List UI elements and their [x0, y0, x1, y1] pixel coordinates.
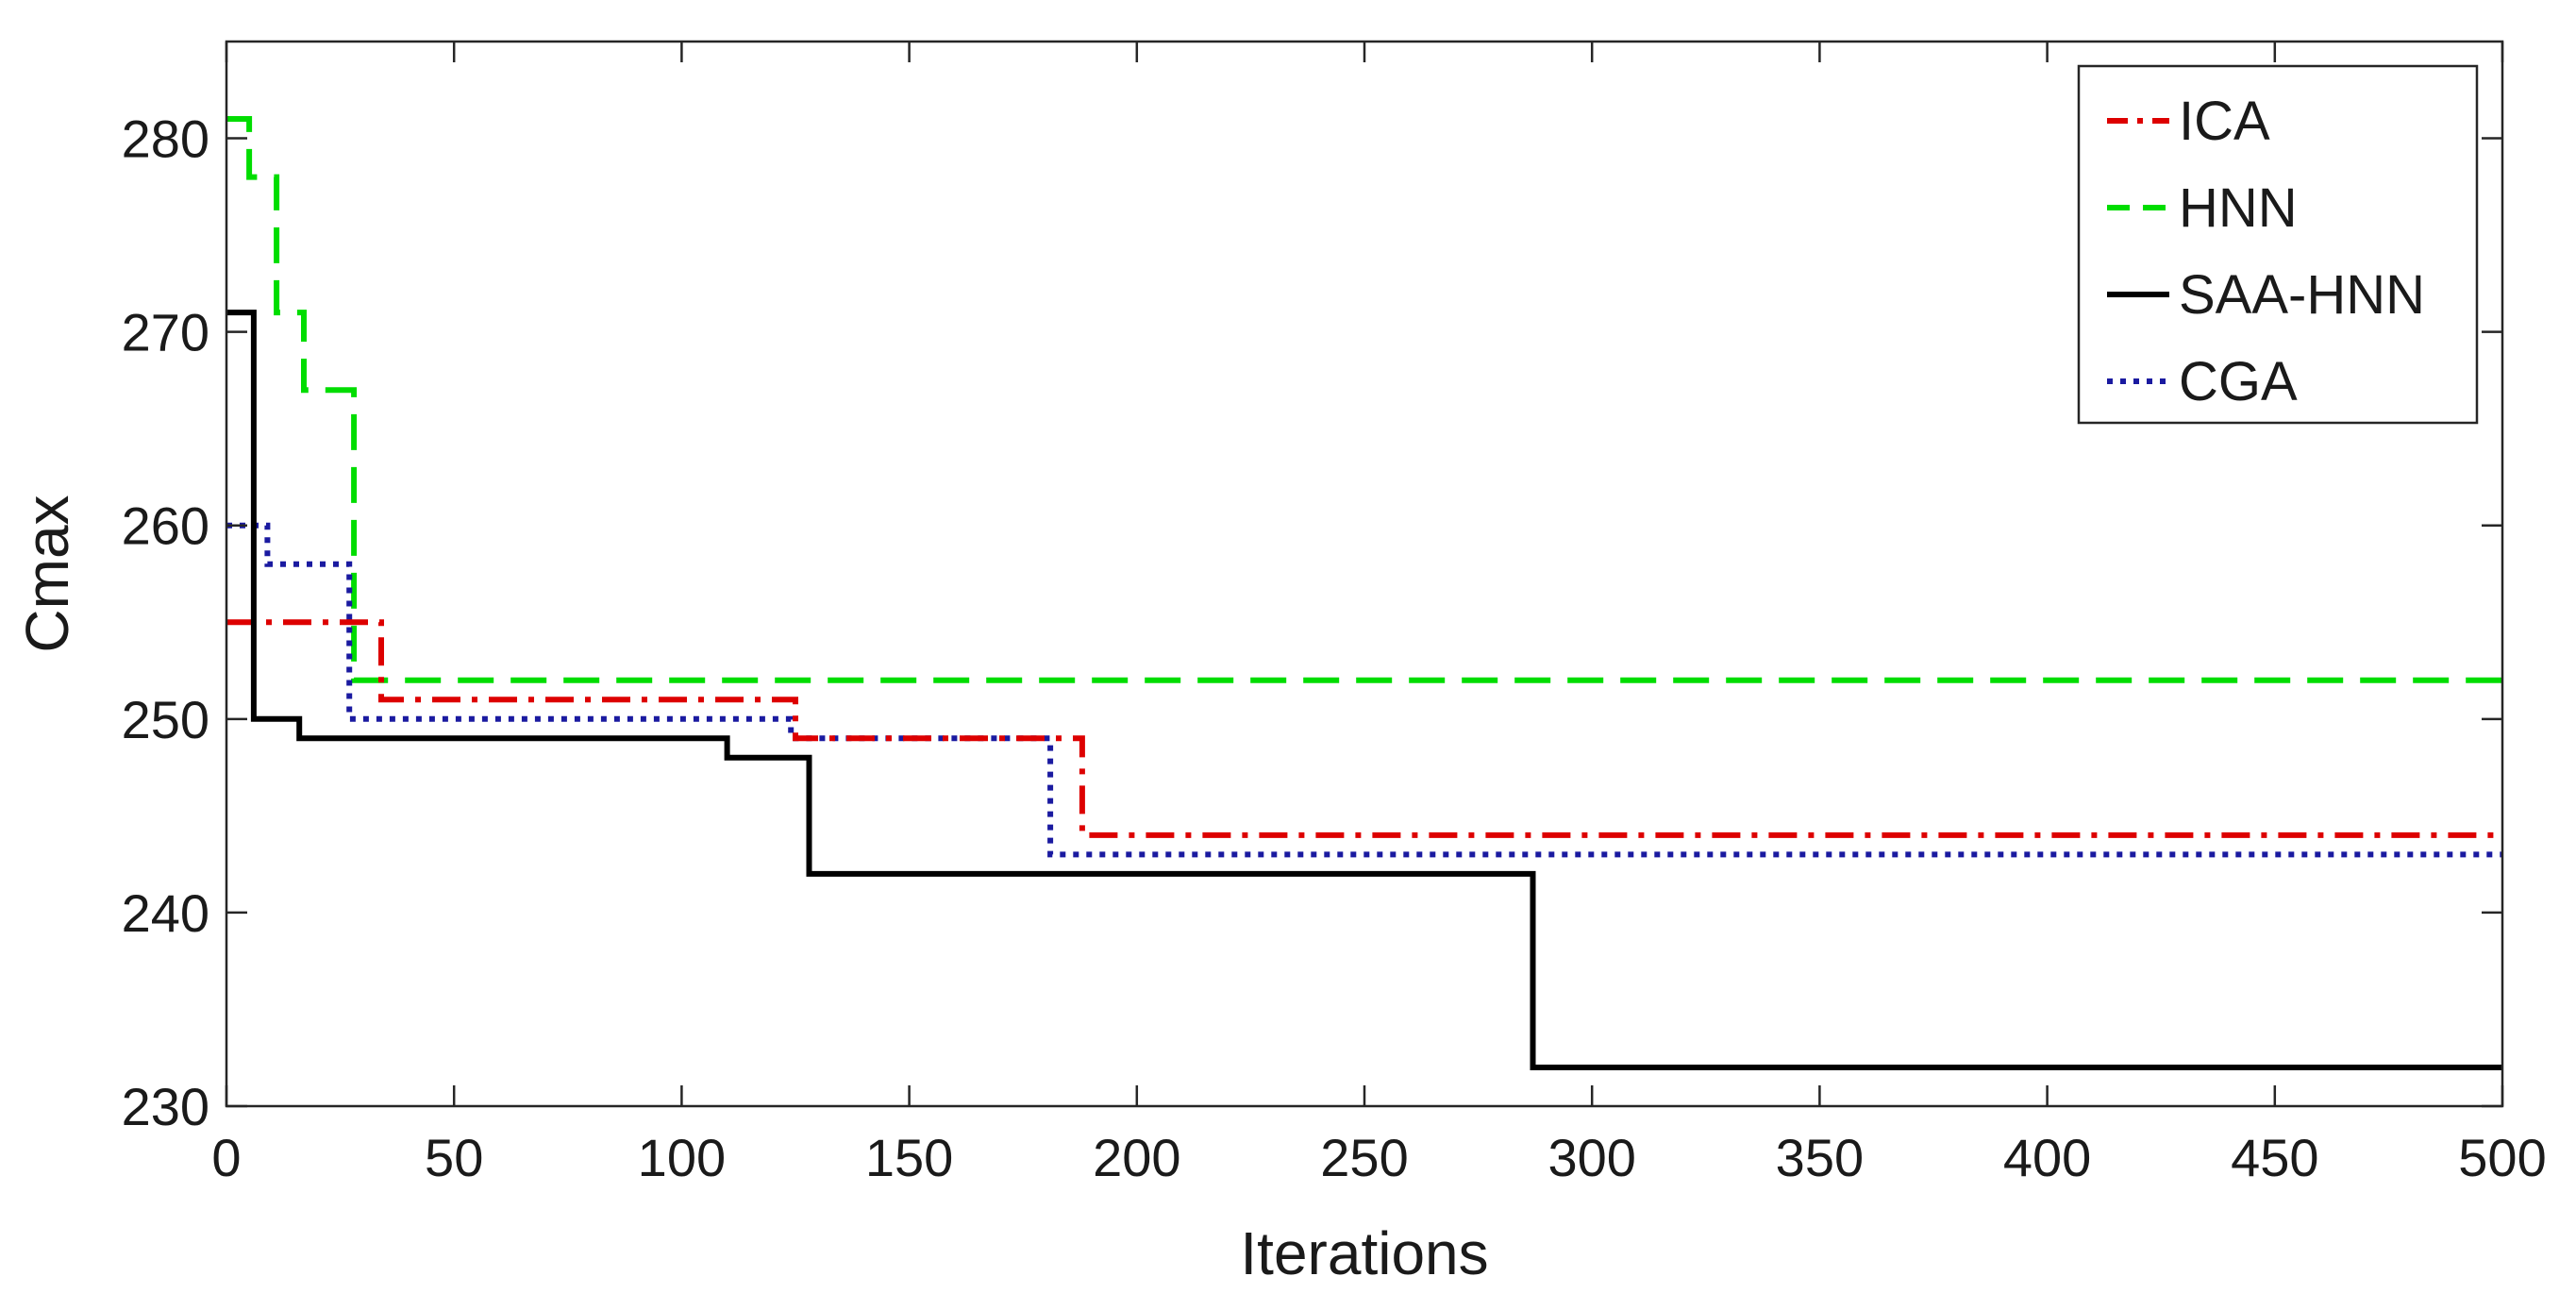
y-tick-label: 280	[122, 109, 209, 169]
x-tick-label: 300	[1547, 1128, 1635, 1187]
x-tick-label: 200	[1093, 1128, 1180, 1187]
x-tick-label: 450	[2231, 1128, 2318, 1187]
x-tick-label: 50	[425, 1128, 483, 1187]
y-tick-label: 260	[122, 496, 209, 556]
legend-box	[2077, 64, 2479, 425]
y-tick-label: 250	[122, 690, 209, 749]
y-tick-label: 240	[122, 883, 209, 943]
series-line-hnn	[226, 116, 2502, 683]
ticks-layer: 0 50 100 150 200 250 300 350 400 450 500 230 240 250 2…	[122, 42, 2547, 1187]
x-axis-title: Iterations	[1240, 1219, 1488, 1287]
legend-label-cga: CGA	[2179, 351, 2298, 412]
y-tick-label: 270	[122, 303, 209, 362]
series-line-ica	[226, 619, 2502, 838]
x-tick-label: 400	[2003, 1128, 2091, 1187]
x-tick-label: 0	[211, 1128, 241, 1187]
legend: ICA HNN SAA-HNN CGA	[2077, 64, 2479, 425]
x-tick-label: 500	[2458, 1128, 2546, 1187]
legend-label-saa-hnn: SAA-HNN	[2179, 264, 2425, 326]
legend-label-ica: ICA	[2179, 91, 2270, 152]
series-layer	[226, 116, 2502, 1070]
x-tick-label: 100	[638, 1128, 726, 1187]
x-tick-label: 150	[865, 1128, 953, 1187]
legend-label-hnn: HNN	[2179, 177, 2298, 239]
x-tick-label: 250	[1320, 1128, 1408, 1187]
y-axis-title: Cmax	[13, 495, 81, 652]
series-line-saa-hnn	[226, 310, 2502, 1070]
x-tick-label: 350	[1776, 1128, 1864, 1187]
y-tick-label: 230	[122, 1077, 209, 1136]
